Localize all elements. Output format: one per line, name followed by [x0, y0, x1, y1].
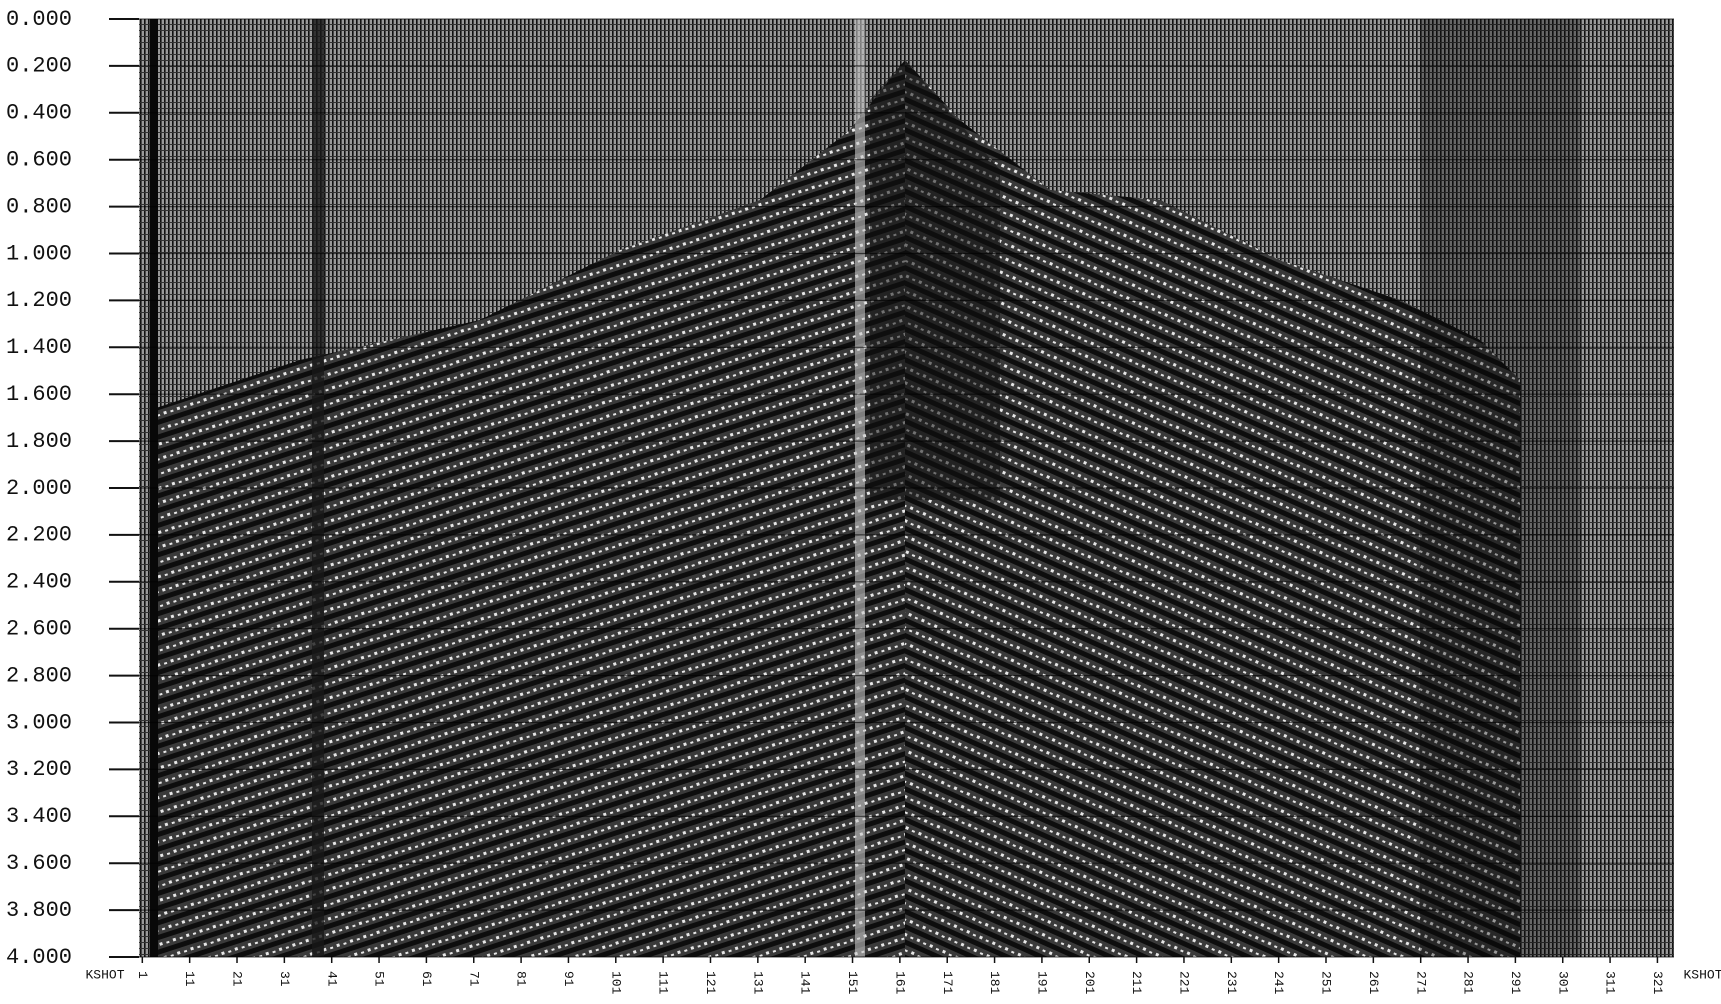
y-tick-label: 3.800	[6, 898, 72, 923]
x-tick-label: 291	[1508, 971, 1523, 995]
x-tick-label: 211	[1129, 971, 1144, 995]
x-tick-label: 111	[656, 971, 671, 995]
x-tick-label: 1	[135, 971, 150, 979]
x-tick-label: 31	[277, 971, 292, 987]
y-tick-label: 2.200	[6, 523, 72, 548]
y-tick-label: 2.000	[6, 476, 72, 501]
x-tick-label: 301	[1555, 971, 1570, 995]
y-tick-label: 3.200	[6, 757, 72, 782]
y-tick-label: 1.200	[6, 288, 72, 313]
x-tick-label: 91	[561, 971, 576, 987]
y-tick-label: 4.000	[6, 945, 72, 970]
x-tick-label: 141	[798, 971, 813, 995]
x-tick-label: 221	[1177, 971, 1192, 995]
y-tick-label: 3.600	[6, 851, 72, 876]
x-tick-label: 11	[182, 971, 197, 987]
x-tick-label: 251	[1319, 971, 1334, 995]
x-tick-label: 81	[514, 971, 529, 987]
x-tick-label: 281	[1461, 971, 1476, 995]
x-tick-label: 231	[1224, 971, 1239, 995]
x-tick-label: 51	[372, 971, 387, 987]
y-tick-label: 0.800	[6, 194, 72, 219]
x-tick-label: 121	[703, 971, 718, 995]
x-tick-label: 41	[324, 971, 339, 987]
arrivals-right	[905, 60, 1520, 957]
y-tick-label: 0.000	[6, 7, 72, 32]
y-tick-label: 2.800	[6, 663, 72, 688]
y-tick-label: 0.200	[6, 54, 72, 79]
x-tick-label: 61	[419, 971, 434, 987]
x-tick-label: 171	[940, 971, 955, 995]
y-tick-label: 1.000	[6, 241, 72, 266]
y-tick-label: 2.400	[6, 570, 72, 595]
x-tick-label: 311	[1603, 971, 1618, 995]
dark-zone	[870, 60, 1000, 500]
x-axis-label: KSHOT	[1683, 967, 1721, 982]
y-tick-label: 1.600	[6, 382, 72, 407]
x-tick-label: 101	[608, 971, 623, 995]
x-tick-label: 241	[1271, 971, 1286, 995]
x-tick-label: 151	[845, 971, 860, 995]
y-tick-label: 1.400	[6, 335, 72, 360]
x-tick-label: 201	[1082, 971, 1097, 995]
y-tick-label: 3.000	[6, 710, 72, 735]
x-tick-label: 321	[1650, 971, 1665, 995]
x-tick-label: 131	[750, 971, 765, 995]
y-tick-label: 0.600	[6, 148, 72, 173]
x-tick-label: 271	[1413, 971, 1428, 995]
x-tick-label: 71	[466, 971, 481, 987]
x-axis-label: KSHOT	[85, 967, 124, 982]
x-tick-label: 161	[892, 971, 907, 995]
y-tick-label: 3.400	[6, 804, 72, 829]
x-tick-label: 261	[1366, 971, 1381, 995]
y-tick-label: 0.400	[6, 101, 72, 126]
y-tick-label: 2.600	[6, 617, 72, 642]
y-tick-label: 1.800	[6, 429, 72, 454]
x-tick-label: 191	[1034, 971, 1049, 995]
x-tick-label: 21	[230, 971, 245, 987]
x-tick-label: 181	[987, 971, 1002, 995]
